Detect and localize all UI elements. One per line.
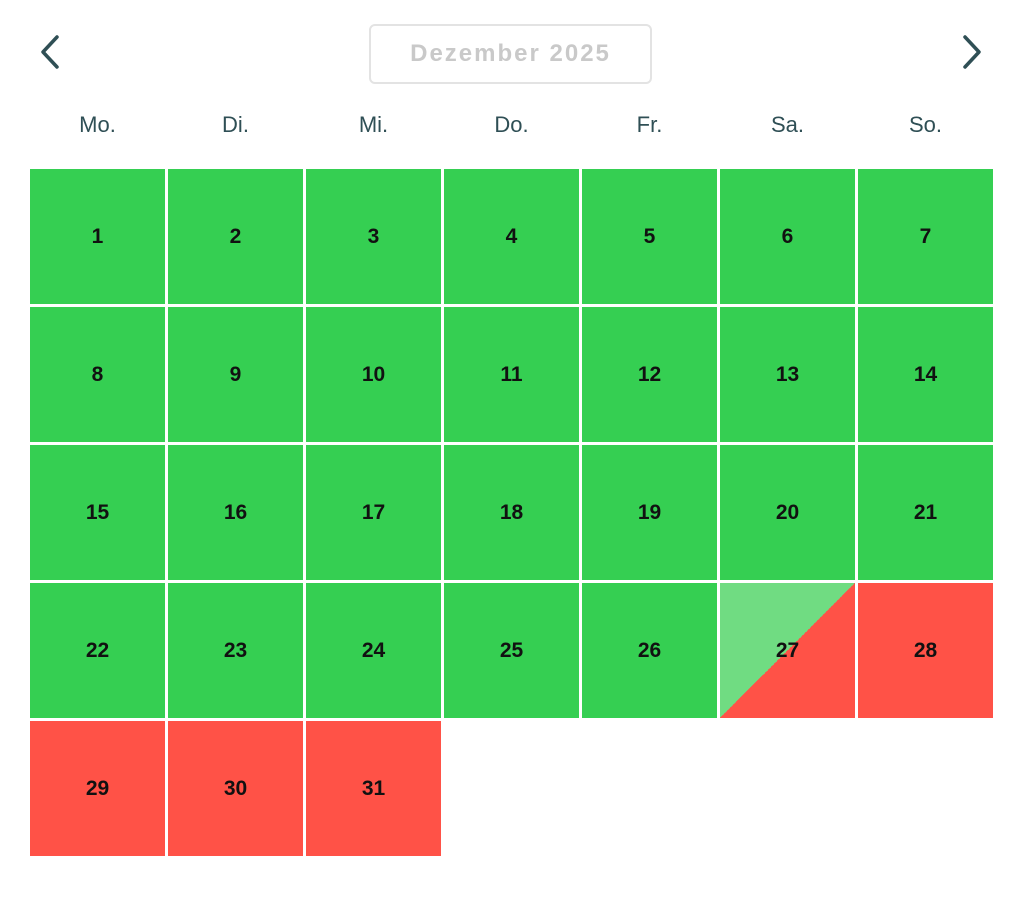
calendar-day-available[interactable]: 12 bbox=[582, 307, 717, 442]
day-number: 9 bbox=[229, 362, 242, 386]
prev-month-button[interactable] bbox=[28, 30, 72, 74]
calendar-day-changeover[interactable]: 27 bbox=[720, 583, 855, 718]
calendar-day-available[interactable]: 22 bbox=[30, 583, 165, 718]
day-number: 5 bbox=[643, 224, 656, 248]
day-number: 10 bbox=[361, 362, 386, 386]
day-number: 16 bbox=[223, 500, 248, 524]
day-number: 3 bbox=[367, 224, 380, 248]
calendar-day-available[interactable]: 13 bbox=[720, 307, 855, 442]
day-number: 21 bbox=[913, 500, 938, 524]
day-number: 7 bbox=[919, 224, 932, 248]
weekday-label: So. bbox=[908, 112, 943, 137]
day-number: 27 bbox=[775, 638, 800, 662]
calendar-day-available[interactable]: 10 bbox=[306, 307, 441, 442]
day-number: 8 bbox=[91, 362, 104, 386]
day-number: 6 bbox=[781, 224, 794, 248]
day-number: 24 bbox=[361, 638, 386, 662]
calendar-day-available[interactable]: 1 bbox=[30, 169, 165, 304]
calendar-day-booked[interactable]: 30 bbox=[168, 721, 303, 856]
calendar-day-available[interactable]: 23 bbox=[168, 583, 303, 718]
weekday-label: Mi. bbox=[358, 112, 389, 137]
day-number: 28 bbox=[913, 638, 938, 662]
calendar-day-grid: 1 2 3 4 5 6 7 8 9 10 11 12 13 14 15 16 17 18 19 20 21 22 23 24 2… bbox=[30, 169, 993, 856]
day-number: 2 bbox=[229, 224, 242, 248]
calendar-day-available[interactable]: 26 bbox=[582, 583, 717, 718]
day-number: 26 bbox=[637, 638, 662, 662]
calendar-day-available[interactable]: 6 bbox=[720, 169, 855, 304]
day-number: 17 bbox=[361, 500, 386, 524]
weekday-label: Sa. bbox=[770, 112, 805, 137]
calendar-day-available[interactable]: 2 bbox=[168, 169, 303, 304]
calendar-day-booked[interactable]: 28 bbox=[858, 583, 993, 718]
calendar-day-available[interactable]: 21 bbox=[858, 445, 993, 580]
day-number: 19 bbox=[637, 500, 662, 524]
day-number: 22 bbox=[85, 638, 110, 662]
weekday-header-row: Mo. Di. Mi. Do. Fr. Sa. So. bbox=[30, 112, 993, 142]
chevron-left-icon bbox=[41, 35, 59, 69]
day-number: 30 bbox=[223, 776, 248, 800]
calendar-header: Dezember 2025 bbox=[0, 0, 1024, 110]
day-number: 12 bbox=[637, 362, 662, 386]
calendar-day-available[interactable]: 17 bbox=[306, 445, 441, 580]
chevron-right-icon bbox=[963, 35, 981, 69]
calendar-day-available[interactable]: 11 bbox=[444, 307, 579, 442]
month-title[interactable]: Dezember 2025 bbox=[369, 24, 652, 84]
calendar-day-available[interactable]: 16 bbox=[168, 445, 303, 580]
day-number: 1 bbox=[91, 224, 104, 248]
day-number: 13 bbox=[775, 362, 800, 386]
calendar-day-available[interactable]: 7 bbox=[858, 169, 993, 304]
day-number: 29 bbox=[85, 776, 110, 800]
calendar-day-available[interactable]: 8 bbox=[30, 307, 165, 442]
calendar-day-available[interactable]: 24 bbox=[306, 583, 441, 718]
day-number: 25 bbox=[499, 638, 524, 662]
calendar-day-available[interactable]: 4 bbox=[444, 169, 579, 304]
day-number: 14 bbox=[913, 362, 938, 386]
calendar-day-available[interactable]: 9 bbox=[168, 307, 303, 442]
calendar-day-booked[interactable]: 31 bbox=[306, 721, 441, 856]
day-number: 23 bbox=[223, 638, 248, 662]
weekday-label: Mo. bbox=[79, 112, 116, 137]
calendar-day-available[interactable]: 20 bbox=[720, 445, 855, 580]
weekday-label: Do. bbox=[494, 112, 529, 137]
weekday-label: Di. bbox=[222, 112, 249, 137]
day-number: 18 bbox=[499, 500, 524, 524]
calendar-day-available[interactable]: 14 bbox=[858, 307, 993, 442]
weekday-label: Fr. bbox=[636, 112, 663, 137]
next-month-button[interactable] bbox=[950, 30, 994, 74]
calendar-day-available[interactable]: 25 bbox=[444, 583, 579, 718]
calendar-day-available[interactable]: 5 bbox=[582, 169, 717, 304]
day-number: 15 bbox=[85, 500, 110, 524]
calendar-day-available[interactable]: 3 bbox=[306, 169, 441, 304]
calendar-day-available[interactable]: 15 bbox=[30, 445, 165, 580]
calendar-day-booked[interactable]: 29 bbox=[30, 721, 165, 856]
day-number: 11 bbox=[500, 362, 523, 386]
day-number: 4 bbox=[505, 224, 518, 248]
calendar-day-available[interactable]: 18 bbox=[444, 445, 579, 580]
day-number: 31 bbox=[361, 776, 386, 800]
calendar-day-available[interactable]: 19 bbox=[582, 445, 717, 580]
day-number: 20 bbox=[775, 500, 800, 524]
